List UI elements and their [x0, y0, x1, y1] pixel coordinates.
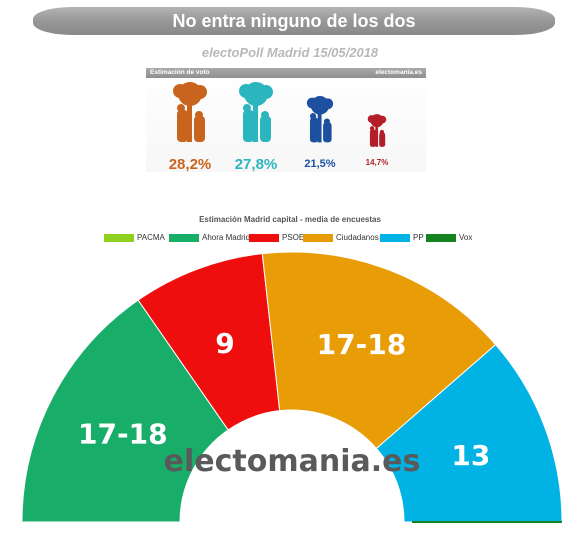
bear-value-1: 28,2% — [168, 156, 212, 173]
bear-tree-icon-1 — [173, 82, 207, 142]
legend-label: PSOE — [282, 233, 305, 242]
bear-value-4: 14,7% — [365, 158, 389, 167]
chart-legend: PACMA Ahora Madrid PSOE Ciudadanos PP Vo… — [104, 233, 524, 245]
legend-swatch — [169, 234, 199, 242]
bear-value-3: 21,5% — [304, 158, 336, 170]
bear-value-2: 27,8% — [234, 156, 278, 173]
slice-pp — [375, 343, 563, 523]
legend-label: Ciudadanos — [336, 233, 379, 242]
legend-swatch — [303, 234, 333, 242]
legend-label: Ahora Madrid — [202, 233, 251, 242]
seat-label-psoe: 9 — [215, 327, 234, 360]
bear-tree-icon-2 — [239, 82, 273, 142]
vote-estimate-panel: Estimación de voto electomania.es 28,2% … — [146, 68, 426, 173]
seat-label-ahora-madrid: 17-18 — [78, 417, 168, 450]
legend-swatch — [104, 234, 134, 242]
bear-tree-icon-4 — [367, 114, 387, 147]
legend-swatch — [249, 234, 279, 242]
legend-swatch — [426, 234, 456, 242]
bear-tree-icon-3 — [306, 96, 334, 143]
legend-label: PP — [413, 233, 424, 242]
seat-label-ciudadanos: 17-18 — [317, 328, 407, 361]
slice-ciudadanos — [261, 251, 497, 450]
center-brand-label: electomania.es — [164, 444, 421, 479]
seat-label-pp: 13 — [451, 439, 490, 472]
legend-label: PACMA — [137, 233, 165, 242]
poll-subtitle: electoPoll Madrid 15/05/2018 — [201, 45, 379, 60]
chart-title: Estimación Madrid capital - media de enc… — [199, 215, 381, 224]
legend-swatch — [380, 234, 410, 242]
header-banner: No entra ninguno de los dos — [33, 7, 555, 35]
legend-label: Vox — [459, 233, 473, 242]
panel-source-label: electomania.es — [375, 69, 422, 76]
vote-estimate-header: Estimación de voto electomania.es — [146, 68, 426, 78]
seat-hemicycle-chart: 17-18 9 17-18 13 electomania.es — [21, 251, 563, 523]
slice-ahora-madrid — [21, 299, 229, 523]
vote-estimate-label: Estimación de voto — [150, 69, 210, 76]
